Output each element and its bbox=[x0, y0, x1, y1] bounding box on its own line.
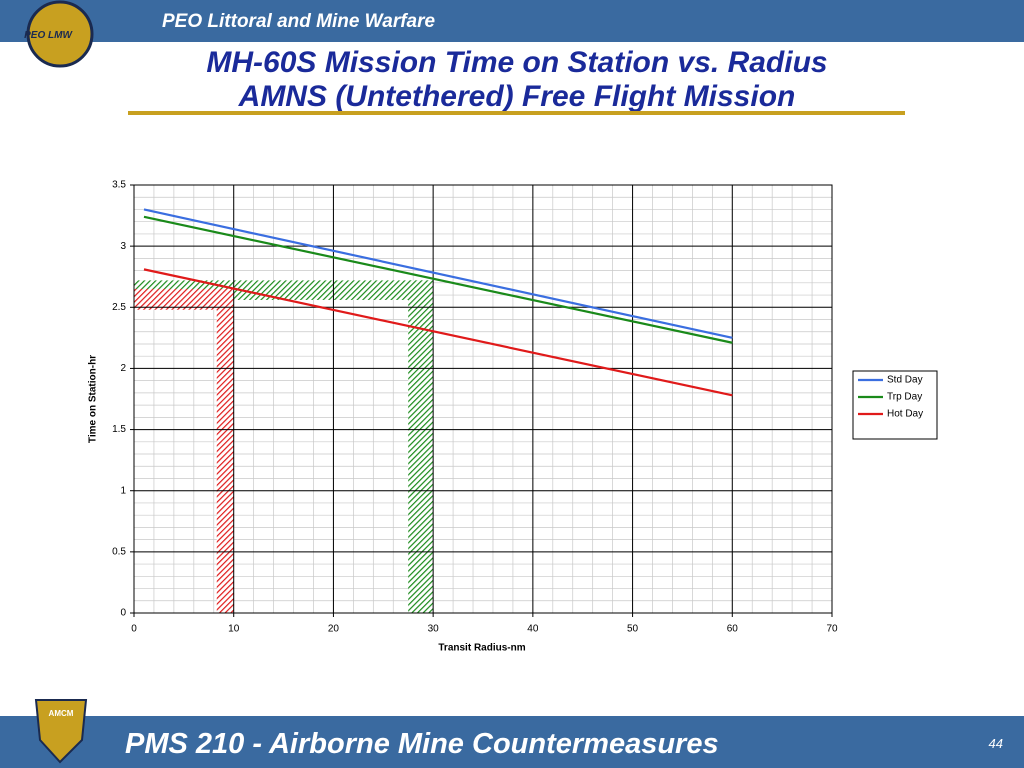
y-tick-label: 3 bbox=[120, 241, 126, 252]
x-tick-label: 70 bbox=[826, 624, 838, 635]
page-number: 44 bbox=[989, 736, 1003, 751]
plot-border bbox=[133, 184, 833, 614]
y-tick-label: 0 bbox=[120, 608, 126, 619]
highlight-vertical bbox=[216, 288, 234, 613]
highlight-horizontal bbox=[134, 288, 234, 310]
x-axis-label: Transit Radius-nm bbox=[438, 643, 525, 654]
plot: 0 0.5 1 1.5 2 2.5 3 3.5 0 10 20 30 40 50 60 70 Std Day Tr… bbox=[112, 180, 938, 635]
x-tick-label: 60 bbox=[727, 624, 739, 635]
footer-logo bbox=[34, 699, 88, 764]
footer-text: PMS 210 - Airborne Mine Countermeasures bbox=[125, 728, 719, 760]
title: MH-60S Mission Time on Station vs. Radiu… bbox=[206, 46, 827, 79]
x-tick-label: 10 bbox=[228, 624, 240, 635]
y-tick-label: 1 bbox=[120, 485, 126, 496]
series-line bbox=[143, 208, 733, 339]
legend-box bbox=[852, 370, 938, 440]
legend-label: Std Day bbox=[887, 375, 923, 386]
x-tick-label: 40 bbox=[527, 624, 539, 635]
x-tick-label: 20 bbox=[328, 624, 340, 635]
highlight-vertical bbox=[408, 280, 434, 613]
x-tick-label: 30 bbox=[428, 624, 440, 635]
org-name: PEO Littoral and Mine Warfare bbox=[162, 11, 436, 32]
y-tick-label: 0.5 bbox=[112, 546, 126, 557]
footer-bar bbox=[0, 716, 1024, 768]
y-tick-label: 3.5 bbox=[112, 180, 126, 191]
title: AMNS (Untethered) Free Flight Mission bbox=[238, 80, 796, 113]
footer-logo-text: AMCM bbox=[49, 709, 74, 718]
logo-text: PEO LMW bbox=[24, 30, 73, 41]
legend-label: Hot Day bbox=[887, 409, 923, 420]
plot-area bbox=[134, 185, 832, 613]
logo bbox=[26, 0, 94, 68]
series-line bbox=[143, 215, 733, 344]
title-underline bbox=[128, 111, 905, 115]
y-axis-label: Time on Station-hr bbox=[88, 355, 99, 443]
series-line bbox=[143, 268, 733, 397]
y-tick-label: 2.5 bbox=[112, 302, 126, 313]
legend-label: Trp Day bbox=[887, 392, 922, 403]
header-bar bbox=[0, 0, 1024, 42]
y-tick-label: 2 bbox=[120, 363, 126, 374]
x-tick-label: 50 bbox=[627, 624, 639, 635]
x-tick-label: 0 bbox=[131, 624, 137, 635]
y-tick-label: 1.5 bbox=[112, 424, 126, 435]
